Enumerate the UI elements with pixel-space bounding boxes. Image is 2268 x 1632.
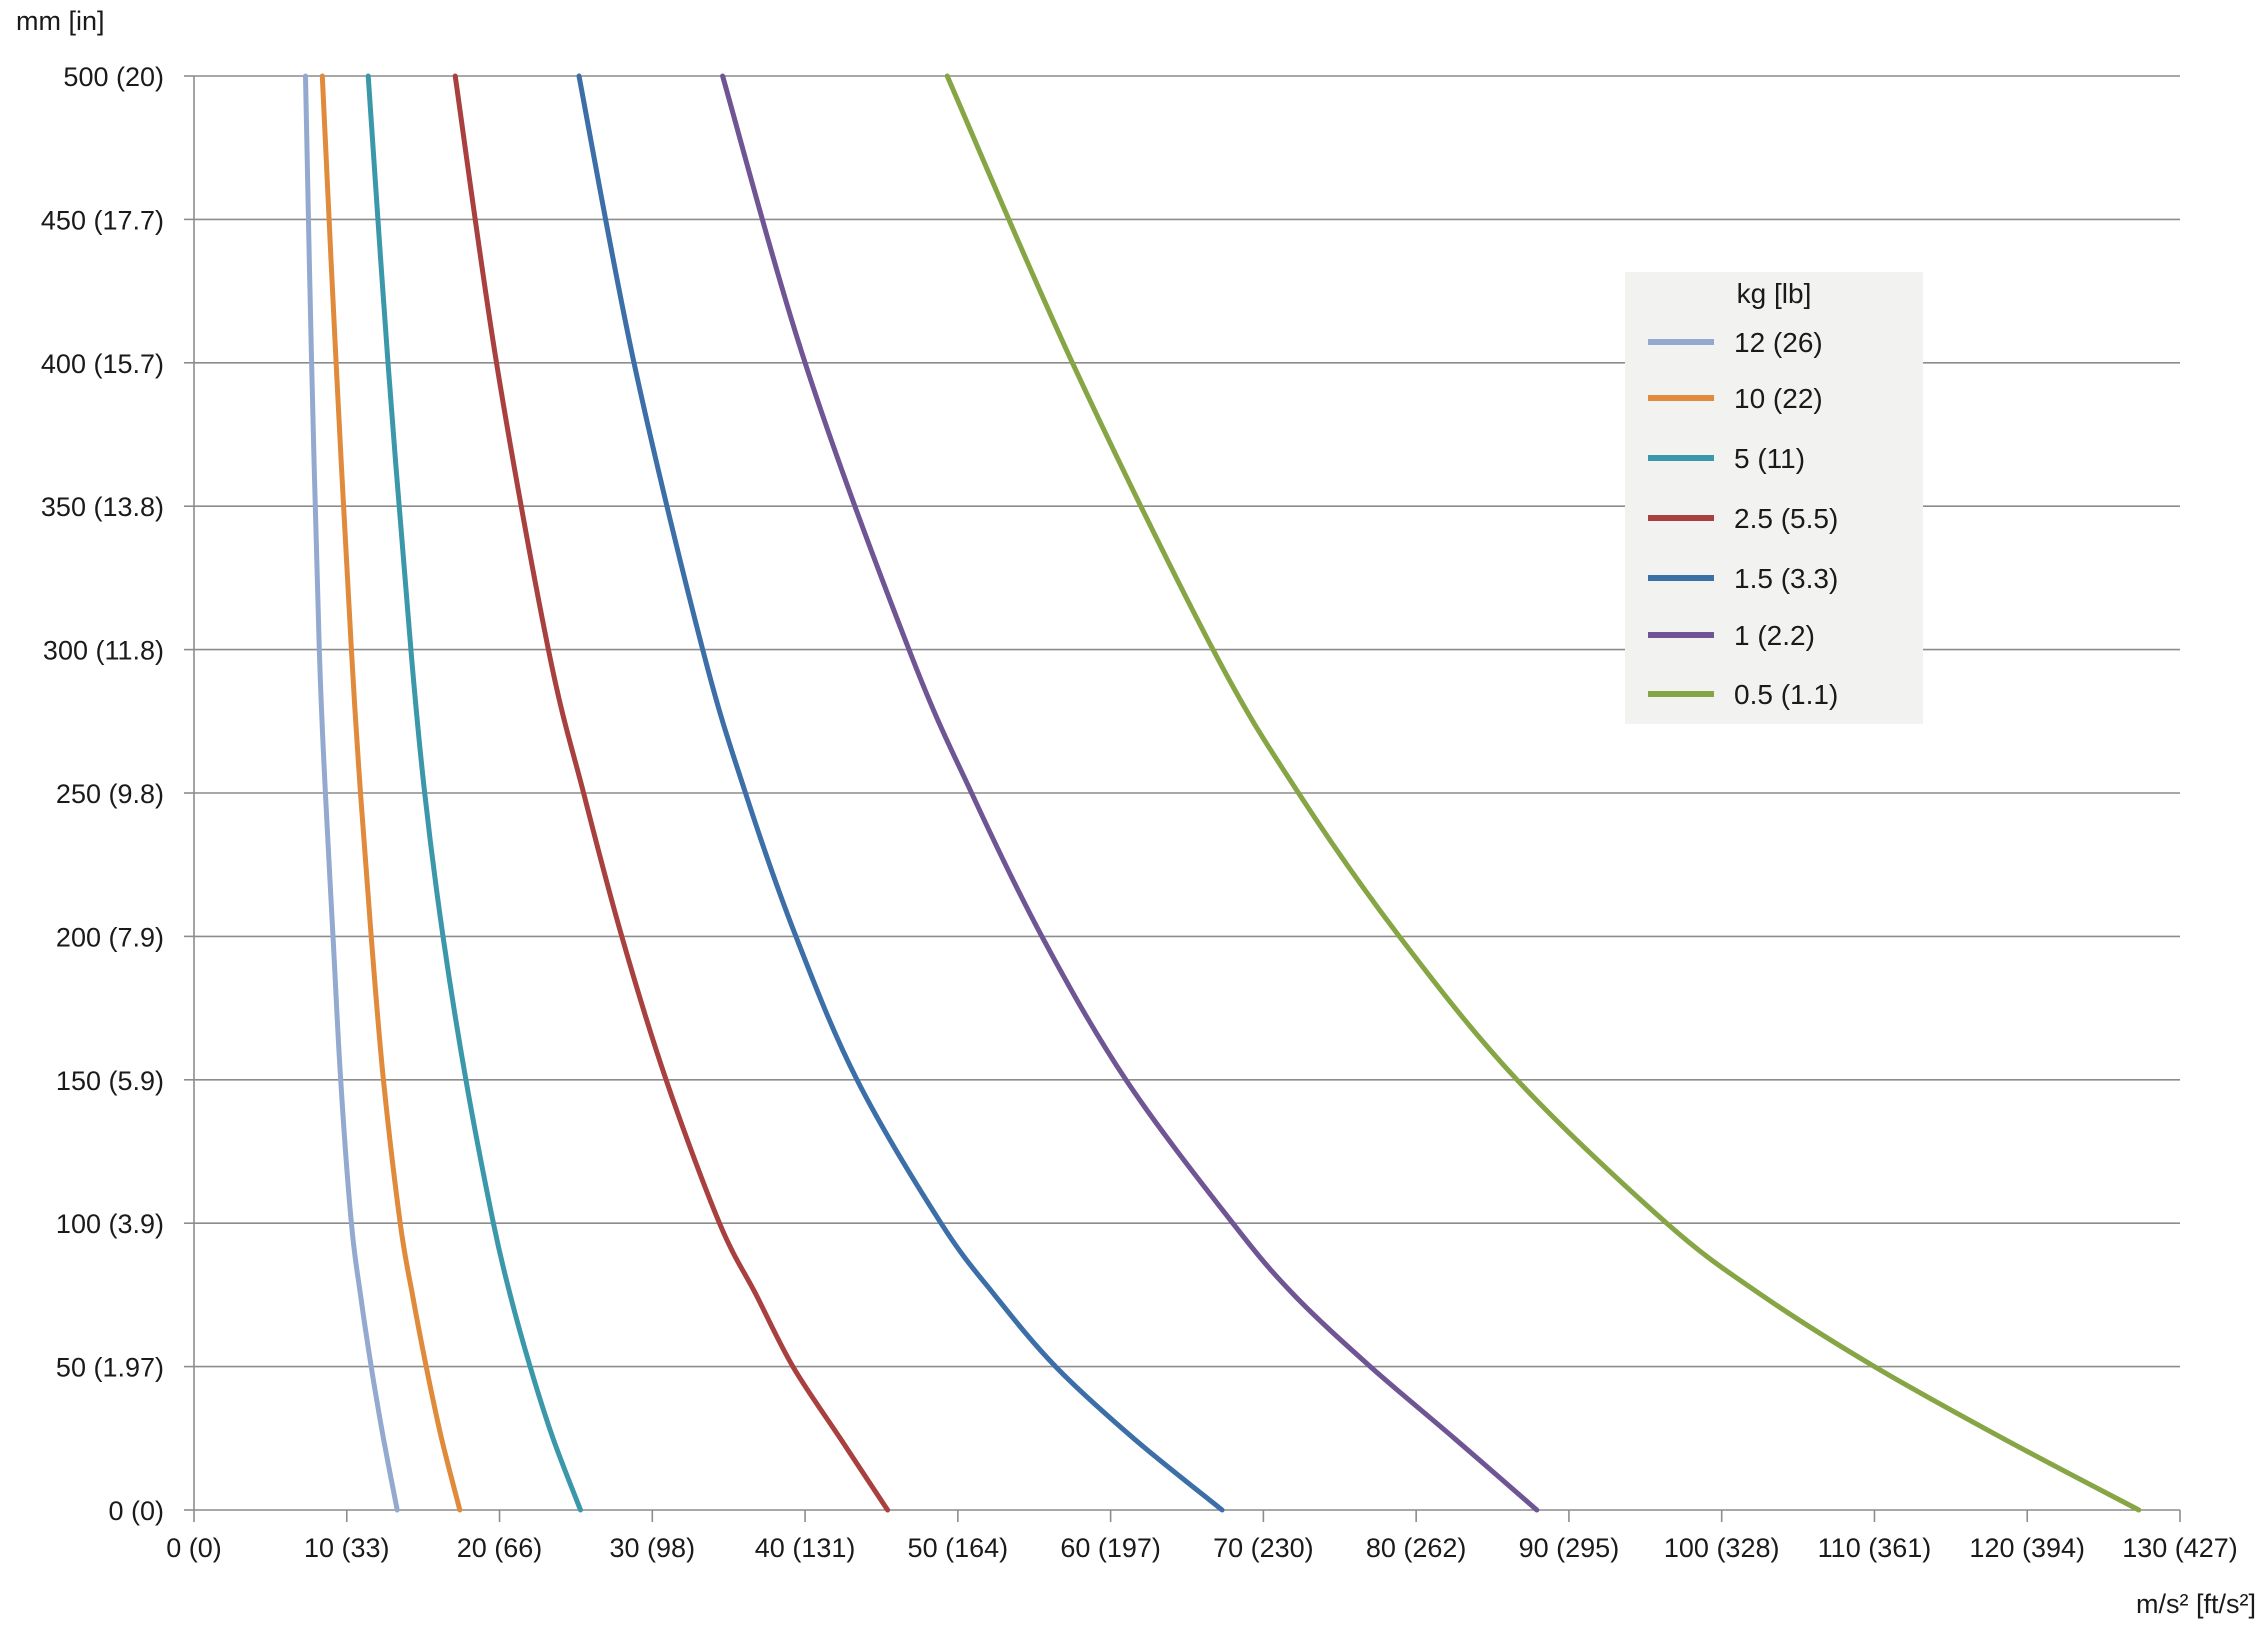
y-tick-label: 0 (0) (108, 1496, 164, 1526)
legend: kg [lb] 12 (26) 10 (22) 5 (11) 2.5 (5.5) 1.5… (1625, 272, 1923, 724)
x-axis-title: m/s² [ft/s²] (2136, 1589, 2256, 1619)
x-tick-label: 80 (262) (1366, 1533, 1467, 1563)
y-tick-label: 250 (9.8) (56, 779, 164, 809)
series-line (576, 73, 1225, 1513)
y-axis-title: mm [in] (16, 6, 105, 36)
y-tick-label: 450 (17.7) (41, 205, 164, 235)
grid-lines (194, 75, 2180, 1368)
x-tick-label: 20 (66) (457, 1533, 543, 1563)
x-tick-label: 70 (230) (1213, 1533, 1314, 1563)
series-line (303, 73, 400, 1513)
y-tick-label: 50 (1.97) (56, 1353, 164, 1383)
x-tick-label: 120 (394) (1969, 1533, 2085, 1563)
series-lines (303, 73, 2142, 1513)
series-line (365, 73, 583, 1513)
x-tick-label: 110 (361) (1818, 1533, 1932, 1563)
x-tick-label: 10 (33) (304, 1533, 390, 1563)
x-tick-label: 50 (164) (908, 1533, 1009, 1563)
x-tick-label: 40 (131) (755, 1533, 856, 1563)
series-line (720, 73, 1540, 1513)
legend-background (1625, 272, 1923, 724)
legend-label: 0.5 (1.1) (1734, 679, 1838, 710)
y-tick-label: 100 (3.9) (56, 1209, 164, 1239)
legend-title: kg [lb] (1737, 278, 1812, 309)
x-tick-label: 30 (98) (610, 1533, 696, 1563)
legend-label: 1 (2.2) (1734, 620, 1815, 651)
legend-items: 12 (26) 10 (22) 5 (11) 2.5 (5.5) 1.5 (3.3) 1 … (1648, 327, 1838, 710)
legend-label: 5 (11) (1734, 443, 1805, 474)
y-tick-label: 400 (15.7) (41, 349, 164, 379)
series-line (944, 73, 2142, 1513)
x-tick-label: 0 (0) (166, 1533, 222, 1563)
legend-label: 10 (22) (1734, 383, 1823, 414)
y-tick-label: 350 (13.8) (41, 492, 164, 522)
series-line (319, 73, 463, 1513)
series-line (452, 73, 891, 1513)
legend-label: 1.5 (3.3) (1734, 563, 1838, 594)
legend-label: 2.5 (5.5) (1734, 503, 1838, 534)
axes: 0 (0) 50 (1.97) 100 (3.9) 150 (5.9) 200 (7.9… (41, 62, 2238, 1563)
x-tick-label: 60 (197) (1060, 1533, 1161, 1563)
legend-label: 12 (26) (1734, 327, 1823, 358)
y-tick-label: 150 (5.9) (56, 1066, 164, 1096)
y-tick-label: 200 (7.9) (56, 922, 164, 952)
x-tick-label: 100 (328) (1664, 1533, 1780, 1563)
y-tick-label: 500 (20) (63, 62, 164, 92)
x-tick-label: 90 (295) (1519, 1533, 1620, 1563)
x-tick-label: 130 (427) (2122, 1533, 2238, 1563)
y-tick-label: 300 (11.8) (43, 636, 164, 666)
